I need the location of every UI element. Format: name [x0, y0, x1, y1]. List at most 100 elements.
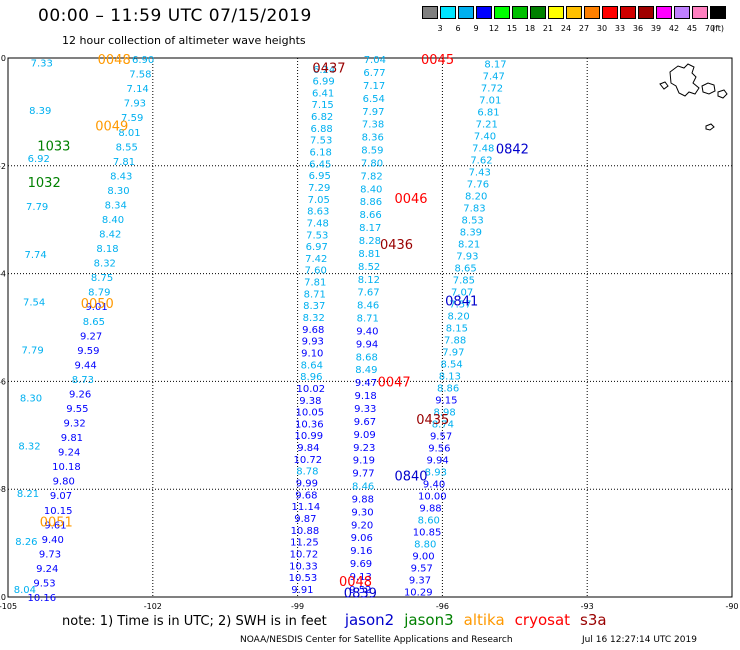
legend-swatch	[512, 6, 528, 19]
swh-value: 10.99	[295, 431, 324, 442]
swh-value: 9.38	[299, 396, 321, 407]
legend-swatch	[494, 6, 510, 19]
swh-value: 7.42	[305, 254, 327, 265]
swh-value: 8.39	[460, 227, 482, 238]
swh-value: 10.53	[289, 573, 318, 584]
pass-time-labels: 0048 0049 1033 1032 0050 0051 0437 0045 0842 0046…	[28, 53, 529, 602]
page-title: 00:00 – 11:59 UTC 07/15/2019	[38, 6, 312, 26]
swh-value: 9.61	[44, 520, 66, 531]
legend-swatch	[440, 6, 456, 19]
pass-time-label: 0841	[445, 295, 478, 310]
swh-value: 9.67	[354, 417, 376, 428]
swh-value: 8.81	[358, 249, 380, 260]
swh-value: 9.87	[294, 514, 316, 525]
swh-value: 9.57	[411, 564, 433, 575]
swh-value: 8.46	[357, 301, 379, 312]
swh-value: 9.84	[297, 443, 319, 454]
swh-value: 9.23	[353, 443, 375, 454]
swh-value: 6.82	[311, 112, 333, 123]
swh-value: 7.21	[476, 119, 498, 130]
swh-value: 9.24	[36, 564, 58, 575]
swh-value: 9.30	[351, 507, 373, 518]
legend-label: 3	[437, 24, 443, 33]
swh-value: 7.05	[308, 195, 330, 206]
swh-value: 9.73	[39, 549, 61, 560]
swh-value: 8.20	[448, 311, 470, 322]
x-tick-label: -105	[0, 602, 17, 611]
swh-value: 9.10	[301, 348, 323, 359]
swh-value: 7.15	[312, 100, 334, 111]
swh-value: 6.95	[309, 171, 331, 182]
swh-value: 8.59	[361, 146, 383, 157]
swh-value: 11.14	[292, 502, 321, 513]
swh-value: 8.26	[15, 537, 37, 548]
swh-value: 10.72	[294, 455, 323, 466]
swh-value: 7.72	[481, 83, 503, 94]
generation-timestamp: Jul 16 12:27:14 UTC 2019	[582, 635, 697, 645]
pass-time-label: 0047	[378, 375, 411, 390]
swh-value: 9.15	[435, 396, 457, 407]
y-tick-label: -10	[0, 593, 6, 602]
swh-value: 8.98	[433, 408, 455, 419]
swh-value: 8.71	[304, 289, 326, 300]
legend-unit: (ft)	[711, 24, 725, 33]
swh-value: 9.24	[58, 448, 80, 459]
swh-value: 6.18	[310, 148, 332, 159]
swh-value: 7.29	[308, 183, 330, 194]
legend-label: 18	[524, 24, 536, 33]
legend-label: 27	[578, 24, 590, 33]
pass-time-label: 0046	[394, 192, 427, 207]
swh-value: 10.29	[404, 588, 433, 599]
swh-value: 8.42	[99, 230, 121, 241]
swh-value: 8.34	[105, 200, 127, 211]
swh-value: 7.57	[449, 299, 471, 310]
swh-value: 10.88	[291, 526, 320, 537]
swh-value: 6.77	[363, 68, 385, 79]
footnote-note: note: 1) Time is in UTC; 2) SWH is in fe…	[62, 614, 327, 629]
swh-value: 8.71	[357, 314, 379, 325]
swh-value: 7.80	[361, 158, 383, 169]
swh-value: 7.74	[25, 250, 47, 261]
swh-value: 8.80	[414, 540, 436, 551]
legend-swatch	[422, 6, 438, 19]
swh-value: 10.85	[413, 528, 442, 539]
swh-value: 6.92	[28, 154, 50, 165]
swh-value: 9.19	[353, 456, 375, 467]
legend-swatch	[548, 6, 564, 19]
swh-value: 7.40	[474, 131, 496, 142]
swh-value: 6.88	[311, 124, 333, 135]
y-tick-label: -8	[0, 485, 6, 494]
pass-time-label: 0435	[416, 413, 449, 428]
swh-value: 7.81	[113, 157, 135, 168]
swh-value: 7.81	[304, 278, 326, 289]
pass-time-label: 0437	[312, 62, 345, 77]
swh-value: 8.75	[91, 273, 113, 284]
legend-label: 15	[506, 24, 518, 33]
y-tick-label: 0	[1, 54, 6, 63]
swh-value: 9.81	[61, 433, 83, 444]
swh-value: 9.94	[356, 339, 378, 350]
swh-value: 8.65	[455, 263, 477, 274]
legend-swatch	[620, 6, 636, 19]
swh-value: 7.53	[306, 230, 328, 241]
satellite-name-jason2: jason2	[344, 611, 395, 629]
swh-value: 6.41	[312, 88, 334, 99]
y-tick-label: -2	[0, 162, 6, 171]
legend-swatch	[584, 6, 600, 19]
swh-value: 7.93	[456, 251, 478, 262]
pass-time-label: 0436	[380, 238, 413, 253]
swh-value: 8.66	[359, 210, 381, 221]
swh-value: 7.79	[21, 346, 43, 357]
swh-value: 9.68	[302, 325, 324, 336]
swh-value: 7.07	[451, 287, 473, 298]
swh-value: 8.13	[439, 372, 461, 383]
legend-label: 9	[473, 24, 479, 33]
satellite-name-altika: altika	[463, 611, 505, 629]
galapagos-island-isabela	[669, 63, 700, 97]
swh-value: 8.68	[356, 352, 378, 363]
pass-time-label: 0049	[95, 119, 128, 134]
legend-label: 36	[632, 24, 644, 33]
swh-value: 8.73	[72, 375, 94, 386]
swh-value: 8.93	[425, 468, 447, 479]
legend-swatch	[566, 6, 582, 19]
